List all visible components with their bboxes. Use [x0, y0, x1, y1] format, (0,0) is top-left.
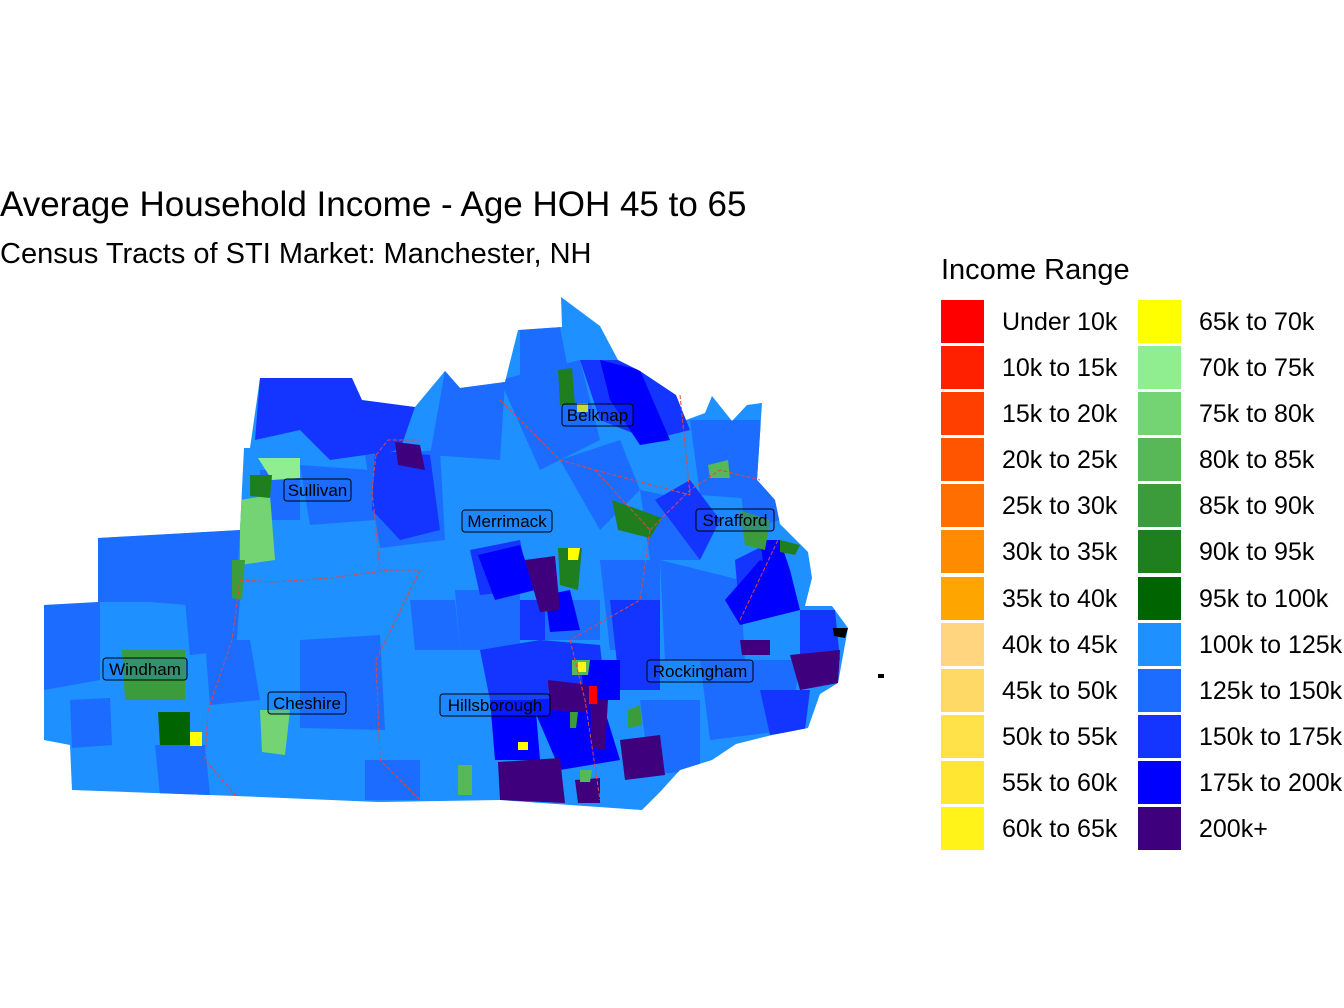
legend-label: 150k to 175k	[1199, 722, 1343, 751]
county-label-hillsborough: Hillsborough	[439, 693, 551, 717]
legend-swatch	[941, 438, 984, 482]
choropleth-map: Belknap Sullivan Merrimack Strafford Win…	[44, 297, 884, 810]
legend-label: 95k to 100k	[1199, 584, 1329, 613]
legend-label: 175k to 200k	[1199, 768, 1343, 797]
county-label-strafford: Strafford	[695, 508, 775, 532]
legend-swatch	[1138, 714, 1181, 758]
legend-label: Under 10k	[1002, 308, 1118, 336]
legend-swatch	[1138, 438, 1181, 482]
legend-swatch	[941, 807, 984, 851]
legend-label: 75k to 80k	[1199, 400, 1315, 429]
legend-label: 25k to 30k	[1002, 492, 1118, 521]
legend-label: 30k to 35k	[1002, 538, 1118, 567]
legend-swatch	[1138, 622, 1181, 666]
legend-swatch	[1138, 760, 1181, 804]
coastal-islands	[833, 628, 884, 678]
legend-swatch	[1138, 576, 1181, 620]
legend-label: 45k to 50k	[1002, 676, 1118, 705]
legend-label: 100k to 125k	[1199, 630, 1343, 659]
legend-label: 65k to 70k	[1199, 308, 1315, 336]
svg-text:Strafford: Strafford	[703, 511, 768, 530]
svg-text:Cheshire: Cheshire	[273, 694, 341, 713]
map-title: Average Household Income - Age HOH 45 to…	[0, 185, 747, 224]
county-label-cheshire: Cheshire	[267, 691, 347, 715]
map-subtitle: Census Tracts of STI Market: Manchester,…	[0, 238, 592, 270]
svg-text:Rockingham: Rockingham	[653, 662, 748, 681]
legend-swatch	[1138, 484, 1181, 528]
county-label-merrimack: Merrimack	[461, 509, 553, 533]
legend-label: 200k+	[1199, 815, 1268, 844]
legend-label: 85k to 90k	[1199, 492, 1315, 521]
legend-label: 50k to 55k	[1002, 722, 1118, 751]
legend-swatch	[941, 346, 984, 390]
legend-label: 35k to 40k	[1002, 584, 1118, 613]
legend-label: 90k to 95k	[1199, 538, 1315, 567]
county-label-sullivan: Sullivan	[283, 478, 352, 502]
county-boundaries	[204, 394, 779, 801]
legend-title: Income Range	[941, 254, 1130, 286]
legend-label: 60k to 65k	[1002, 815, 1118, 844]
legend-swatch	[941, 392, 984, 436]
legend-swatch	[1138, 392, 1181, 436]
legend-label: 125k to 150k	[1199, 676, 1343, 705]
legend-swatch	[941, 530, 984, 574]
svg-text:Merrimack: Merrimack	[467, 512, 547, 531]
legend-swatch	[941, 622, 984, 666]
legend-swatch	[1138, 300, 1181, 343]
legend-swatch	[941, 300, 984, 343]
legend-swatch	[941, 714, 984, 758]
legend-label: 40k to 45k	[1002, 630, 1118, 659]
legend-swatch	[1138, 807, 1181, 851]
county-label-belknap: Belknap	[561, 403, 634, 427]
svg-text:Windham: Windham	[109, 660, 181, 679]
county-labels: Belknap Sullivan Merrimack Strafford Win…	[102, 403, 775, 717]
legend-label: 80k to 85k	[1199, 446, 1315, 475]
legend-swatch	[1138, 346, 1181, 390]
legend-swatch	[1138, 530, 1181, 574]
legend-swatch	[1138, 668, 1181, 712]
county-label-windham: Windham	[102, 657, 188, 681]
svg-text:Belknap: Belknap	[567, 406, 628, 425]
legend-label: 70k to 75k	[1199, 354, 1315, 383]
legend-swatch	[941, 576, 984, 620]
legend-label: 15k to 20k	[1002, 400, 1118, 429]
legend-swatch	[941, 668, 984, 712]
legend-swatch	[941, 760, 984, 804]
county-label-rockingham: Rockingham	[646, 659, 754, 683]
legend-label: 10k to 15k	[1002, 354, 1118, 383]
svg-text:Hillsborough: Hillsborough	[448, 696, 543, 715]
legend-label: 20k to 25k	[1002, 446, 1118, 475]
census-tracts	[44, 327, 840, 803]
legend-label: 55k to 60k	[1002, 768, 1118, 797]
legend-swatch	[941, 484, 984, 528]
svg-text:Sullivan: Sullivan	[288, 481, 348, 500]
